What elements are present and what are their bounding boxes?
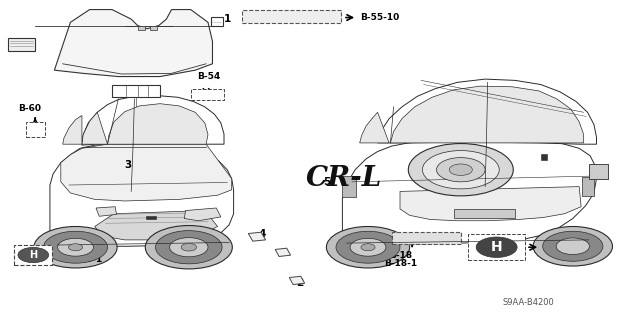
Circle shape bbox=[170, 238, 208, 257]
Bar bbox=[582, 177, 594, 196]
Text: H: H bbox=[491, 240, 502, 254]
Bar bbox=[112, 85, 160, 97]
Text: HONDA: HONDA bbox=[406, 233, 446, 243]
Polygon shape bbox=[50, 144, 234, 246]
Polygon shape bbox=[108, 104, 208, 144]
Text: REALTIME 4WD: REALTIME 4WD bbox=[260, 12, 324, 21]
Circle shape bbox=[408, 144, 513, 196]
Bar bbox=[541, 154, 547, 160]
Circle shape bbox=[449, 164, 472, 175]
Text: S9AA-B4200: S9AA-B4200 bbox=[502, 298, 554, 307]
Polygon shape bbox=[289, 276, 305, 285]
Text: B-60: B-60 bbox=[18, 104, 41, 113]
Polygon shape bbox=[63, 115, 82, 144]
Text: 6: 6 bbox=[17, 39, 25, 49]
Text: B-55-10: B-55-10 bbox=[360, 13, 399, 22]
Circle shape bbox=[44, 231, 108, 263]
Text: B-45: B-45 bbox=[69, 246, 92, 255]
Circle shape bbox=[68, 244, 83, 251]
Polygon shape bbox=[360, 112, 389, 143]
Text: 1: 1 bbox=[223, 13, 231, 24]
Circle shape bbox=[543, 231, 603, 261]
Polygon shape bbox=[95, 211, 218, 240]
Bar bbox=[8, 38, 35, 51]
Text: B-54: B-54 bbox=[197, 72, 220, 81]
Circle shape bbox=[476, 237, 517, 257]
Circle shape bbox=[556, 238, 589, 255]
Polygon shape bbox=[82, 112, 108, 144]
Text: 7: 7 bbox=[598, 166, 605, 176]
Text: B-55-10: B-55-10 bbox=[543, 243, 582, 252]
Circle shape bbox=[350, 238, 386, 256]
Bar bbox=[342, 176, 356, 197]
Circle shape bbox=[34, 226, 117, 268]
Bar bbox=[150, 26, 157, 30]
Text: 5: 5 bbox=[323, 177, 330, 187]
Polygon shape bbox=[342, 140, 596, 244]
Polygon shape bbox=[400, 187, 581, 221]
Circle shape bbox=[326, 226, 410, 268]
Text: 4: 4 bbox=[259, 228, 266, 239]
Text: em: em bbox=[203, 92, 212, 97]
Text: B-18: B-18 bbox=[389, 251, 412, 260]
Circle shape bbox=[181, 243, 196, 251]
Bar bbox=[211, 17, 223, 26]
Text: B-45-1: B-45-1 bbox=[69, 255, 102, 263]
Polygon shape bbox=[390, 86, 584, 143]
Circle shape bbox=[18, 248, 49, 263]
Polygon shape bbox=[248, 232, 266, 241]
Circle shape bbox=[361, 244, 375, 251]
Bar bbox=[146, 216, 156, 219]
Bar bbox=[191, 89, 224, 100]
Text: 2: 2 bbox=[296, 278, 303, 288]
Circle shape bbox=[436, 158, 485, 182]
Bar bbox=[242, 10, 341, 23]
Polygon shape bbox=[275, 248, 291, 256]
Circle shape bbox=[533, 226, 612, 266]
Bar bbox=[26, 122, 45, 137]
Bar bbox=[454, 209, 515, 218]
Bar bbox=[589, 164, 608, 179]
Bar bbox=[468, 234, 525, 260]
Polygon shape bbox=[378, 79, 596, 144]
Polygon shape bbox=[61, 144, 232, 201]
Text: B-18-1: B-18-1 bbox=[384, 259, 417, 268]
Polygon shape bbox=[82, 96, 224, 145]
Polygon shape bbox=[54, 10, 212, 77]
Polygon shape bbox=[184, 208, 221, 221]
Circle shape bbox=[422, 151, 499, 189]
Circle shape bbox=[58, 238, 93, 256]
Bar bbox=[138, 26, 145, 30]
Circle shape bbox=[336, 231, 400, 263]
Text: 3: 3 bbox=[124, 160, 132, 170]
Bar bbox=[392, 232, 461, 244]
Circle shape bbox=[145, 226, 232, 269]
Circle shape bbox=[156, 231, 222, 264]
Text: CR-L: CR-L bbox=[306, 165, 382, 192]
Text: H: H bbox=[29, 250, 37, 260]
Polygon shape bbox=[96, 207, 116, 216]
Bar bbox=[14, 245, 52, 265]
